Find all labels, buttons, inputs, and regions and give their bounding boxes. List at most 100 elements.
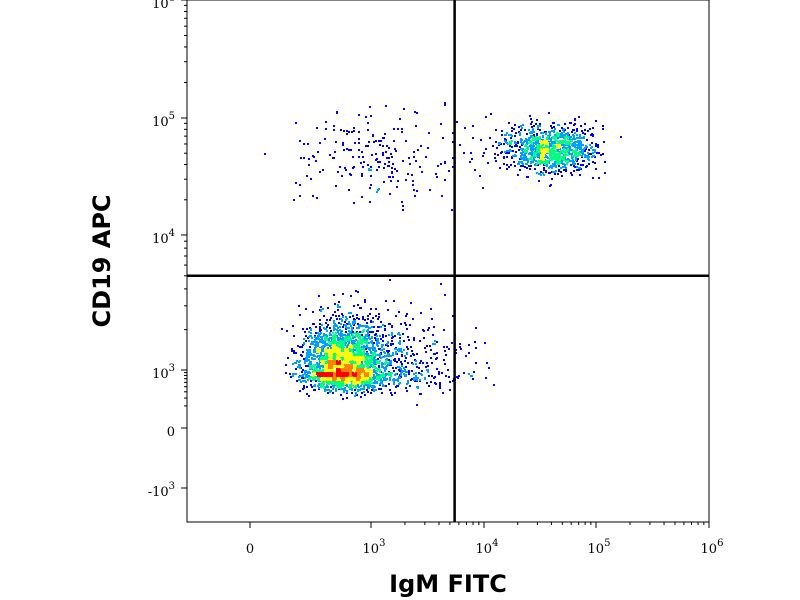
event-point: [570, 149, 572, 151]
event-point: [363, 386, 365, 388]
event-point: [574, 123, 576, 125]
event-point: [366, 346, 368, 348]
event-point: [543, 154, 545, 156]
event-point: [442, 137, 444, 139]
event-point: [535, 136, 537, 138]
event-point: [391, 326, 393, 328]
event-point: [526, 133, 528, 135]
event-point: [557, 173, 559, 175]
event-point: [386, 350, 388, 352]
event-point: [341, 175, 343, 177]
event-point: [395, 351, 397, 353]
event-point: [573, 137, 575, 139]
event-point: [315, 160, 317, 162]
event-point: [328, 379, 330, 381]
event-point: [433, 326, 435, 328]
event-point: [342, 144, 344, 146]
event-point: [281, 328, 283, 330]
event-point: [329, 366, 331, 368]
event-point: [561, 144, 563, 146]
event-point: [366, 363, 368, 365]
event-point: [336, 357, 338, 359]
event-point: [378, 362, 380, 364]
event-point: [552, 171, 554, 173]
event-point: [434, 382, 436, 384]
event-point: [399, 370, 401, 372]
event-point: [514, 154, 516, 156]
event-point: [342, 142, 344, 144]
event-point: [382, 344, 384, 346]
event-point: [409, 385, 411, 387]
event-point: [364, 336, 366, 338]
event-point: [367, 129, 369, 131]
event-point: [308, 359, 310, 361]
event-point: [533, 142, 535, 144]
event-point: [345, 369, 347, 371]
event-point: [426, 369, 428, 371]
event-point: [313, 156, 315, 158]
event-point: [525, 144, 527, 146]
event-point: [316, 362, 318, 364]
event-point: [505, 134, 507, 136]
event-point: [336, 375, 338, 377]
event-point: [524, 149, 526, 151]
event-point: [399, 334, 401, 336]
event-point: [324, 344, 326, 346]
event-point: [390, 360, 392, 362]
event-point: [391, 172, 393, 174]
event-point: [496, 147, 498, 149]
event-point: [317, 379, 319, 381]
event-point: [310, 353, 312, 355]
event-point: [363, 330, 365, 332]
event-point: [402, 209, 404, 211]
event-point: [303, 157, 305, 159]
event-point: [532, 139, 534, 141]
event-point: [485, 377, 487, 379]
event-point: [575, 157, 577, 159]
event-point: [340, 353, 342, 355]
event-point: [456, 121, 458, 123]
event-point: [352, 323, 354, 325]
event-point: [370, 115, 372, 117]
event-point: [321, 324, 323, 326]
event-point: [355, 344, 357, 346]
event-point: [367, 318, 369, 320]
event-point: [341, 313, 343, 315]
event-point: [345, 348, 347, 350]
event-point: [346, 148, 348, 150]
event-point: [328, 358, 330, 360]
event-point: [506, 164, 508, 166]
event-point: [352, 315, 354, 317]
event-point: [382, 154, 384, 156]
event-point: [520, 139, 522, 141]
event-point: [446, 346, 448, 348]
event-point: [499, 167, 501, 169]
event-point: [528, 142, 530, 144]
event-point: [379, 360, 381, 362]
event-point: [370, 175, 372, 177]
event-point: [362, 156, 364, 158]
event-point: [597, 146, 599, 148]
event-point: [384, 355, 386, 357]
event-point: [384, 377, 386, 379]
event-point: [350, 312, 352, 314]
event-point: [344, 383, 346, 385]
event-point: [407, 336, 409, 338]
event-point: [460, 348, 462, 350]
event-point: [409, 324, 411, 326]
event-point: [304, 331, 306, 333]
event-point: [323, 333, 325, 335]
event-point: [372, 321, 374, 323]
event-point: [382, 334, 384, 336]
event-point: [400, 323, 402, 325]
event-point: [337, 348, 339, 350]
event-point: [335, 141, 337, 143]
event-point: [354, 359, 356, 361]
event-point: [300, 157, 302, 159]
event-point: [400, 350, 402, 352]
event-point: [330, 347, 332, 349]
event-point: [501, 134, 503, 136]
event-point: [366, 322, 368, 324]
event-point: [528, 129, 530, 131]
event-point: [332, 314, 334, 316]
